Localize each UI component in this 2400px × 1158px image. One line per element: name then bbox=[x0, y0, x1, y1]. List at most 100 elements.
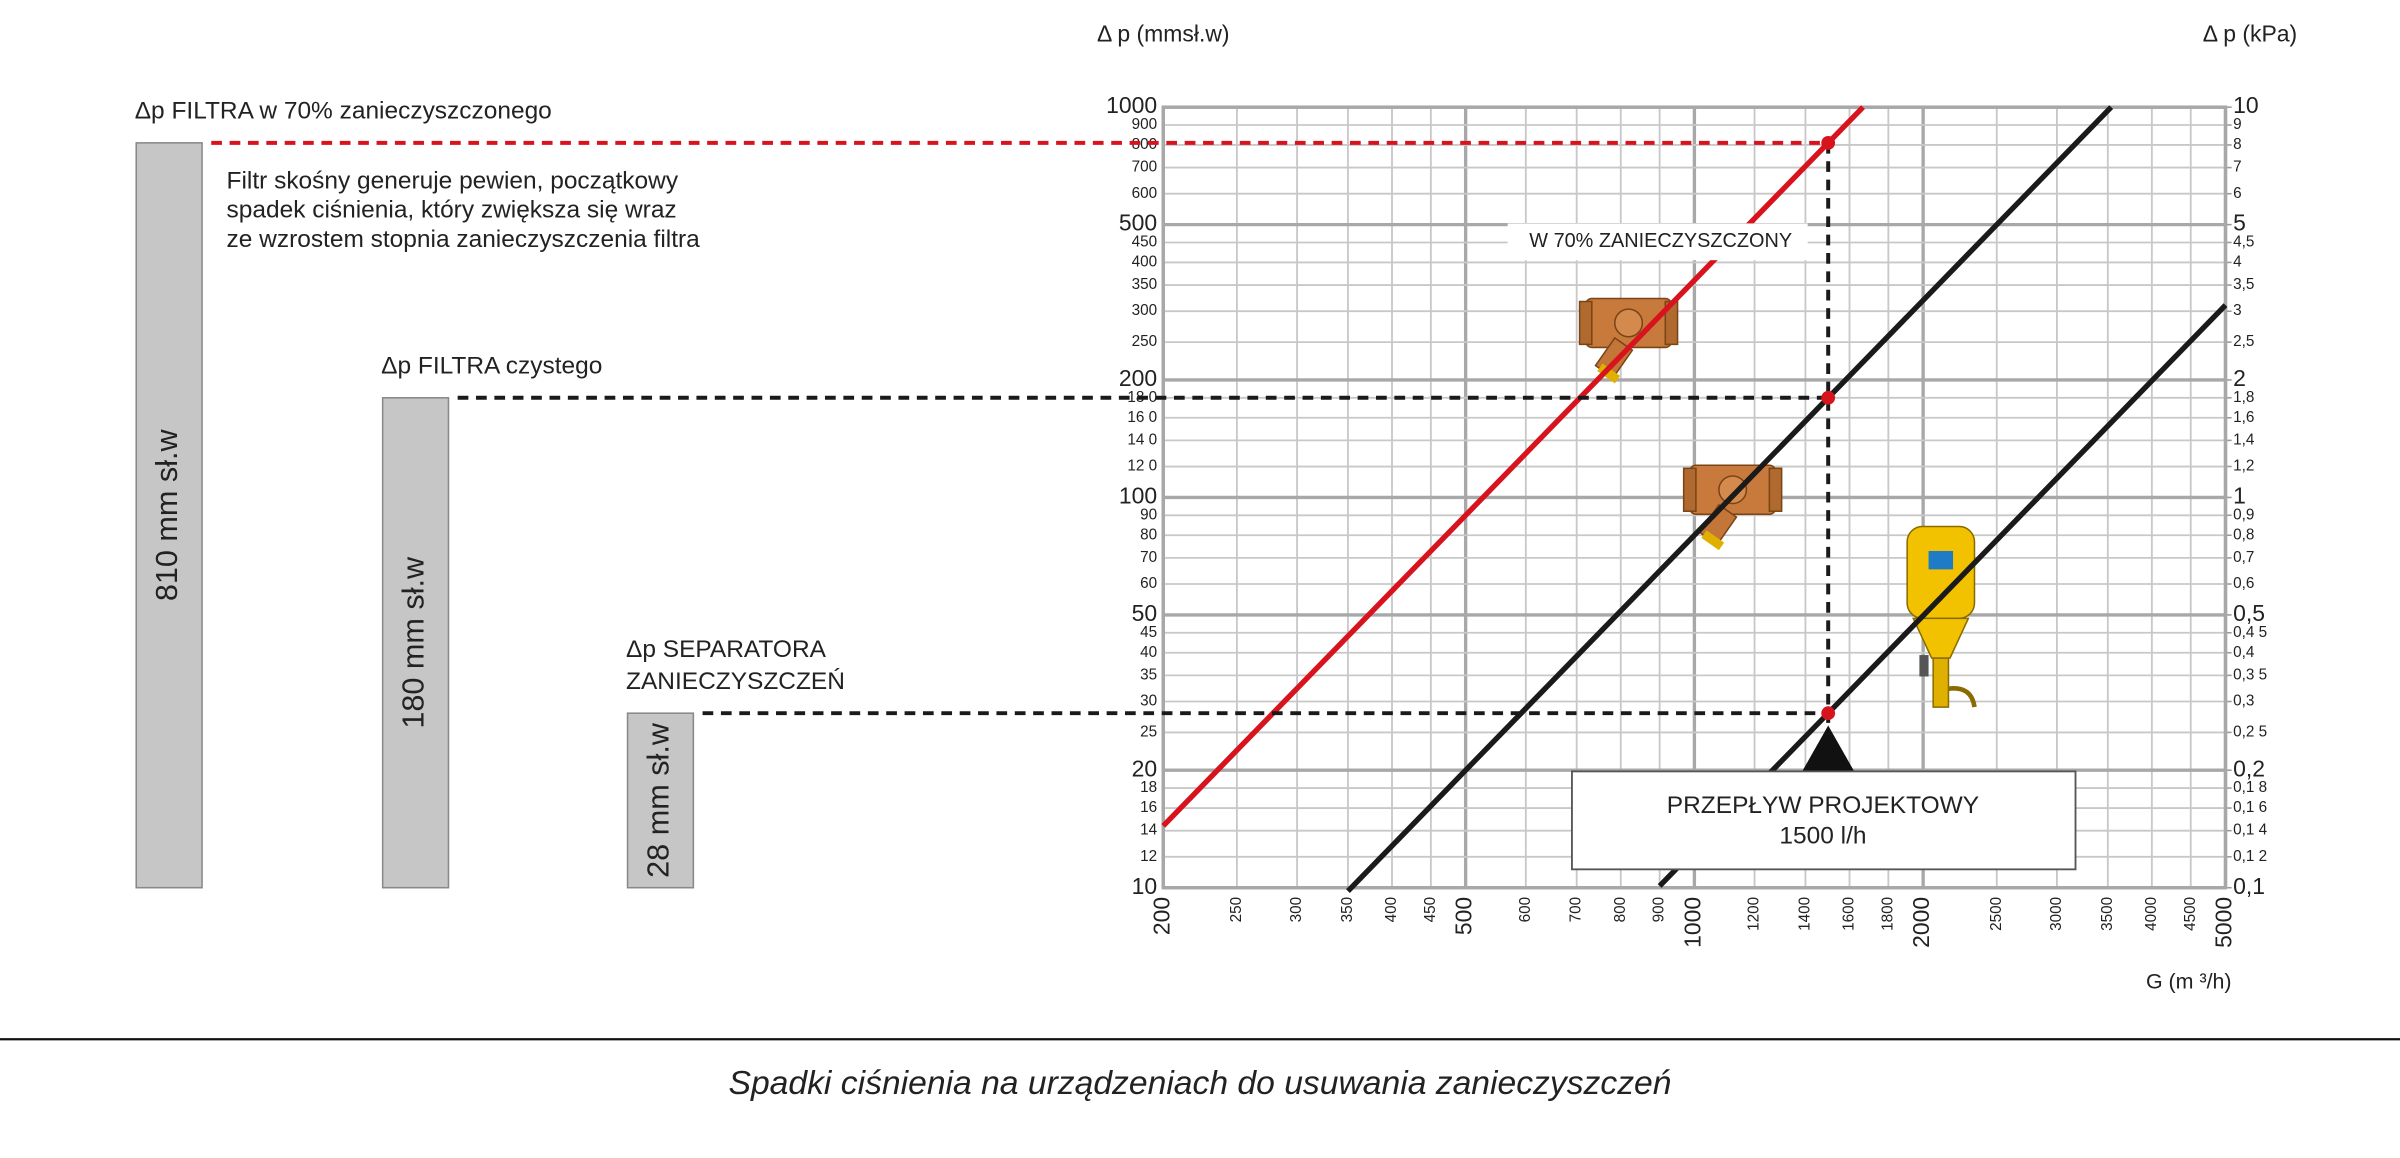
level-title: ZANIECZYSZCZEŃ bbox=[626, 668, 845, 695]
y-tick-label: 800 bbox=[1132, 136, 1158, 153]
x-tick-label: 2000 bbox=[1908, 897, 1934, 948]
operating-point bbox=[1821, 135, 1836, 150]
level-bar-label: 28 mm sł.w bbox=[642, 722, 676, 878]
level-bar bbox=[381, 397, 450, 889]
y2-tick-label: 1,4 bbox=[2233, 431, 2255, 448]
x-tick-label: 5000 bbox=[2211, 897, 2237, 948]
x-tick-label: 450 bbox=[1422, 897, 1439, 923]
operating-point bbox=[1821, 390, 1836, 405]
y2-tick-label: 1,6 bbox=[2233, 409, 2254, 426]
y-tick-label: 450 bbox=[1132, 234, 1158, 251]
y2-tick-label: 3,5 bbox=[2233, 276, 2254, 293]
curve-label-box bbox=[1507, 223, 1808, 261]
y2-tick-label: 6 bbox=[2233, 185, 2242, 202]
y-tick-label: 20 bbox=[1132, 755, 1158, 781]
note-line: Filtr skośny generuje pewien, początkowy bbox=[227, 168, 679, 195]
y2-tick-label: 0,1 bbox=[2233, 873, 2265, 899]
y2-tick-label: 2,5 bbox=[2233, 333, 2254, 350]
y-tick-label: 25 bbox=[1140, 723, 1157, 740]
x-axis-title: G (m ³/h) bbox=[2146, 969, 2232, 993]
x-tick-label: 1600 bbox=[1841, 897, 1858, 931]
y-tick-label: 18 bbox=[1140, 779, 1157, 796]
separator-hose bbox=[1948, 686, 1977, 708]
level-bar bbox=[135, 142, 203, 889]
y2-tick-label: 0,9 bbox=[2233, 506, 2254, 523]
y2-tick-label: 0,1 6 bbox=[2233, 799, 2267, 816]
separator-valve bbox=[1919, 655, 1929, 677]
y-tick-label: 14 bbox=[1140, 822, 1158, 839]
operating-point bbox=[1821, 706, 1836, 721]
curve-label: W 70% ZANIECZYSZCZONY bbox=[1529, 230, 1792, 252]
separator-icon bbox=[1906, 525, 1977, 708]
x-tick-label: 300 bbox=[1288, 897, 1305, 923]
x-tick-label: 500 bbox=[1451, 897, 1477, 935]
y-tick-label: 12 bbox=[1140, 848, 1157, 865]
y2-tick-label: 1,2 bbox=[2233, 458, 2254, 475]
plot-frame bbox=[1161, 105, 2228, 890]
y-tick-label: 700 bbox=[1132, 159, 1158, 176]
x-tick-label: 1200 bbox=[1746, 897, 1763, 931]
y2-tick-label: 0,6 bbox=[2233, 575, 2254, 592]
level-bar bbox=[626, 712, 695, 889]
x-tick-label: 1000 bbox=[1679, 897, 1705, 948]
y2-tick-label: 7 bbox=[2233, 159, 2242, 176]
x-tick-label: 1800 bbox=[1879, 897, 1896, 931]
y2-tick-label: 4,5 bbox=[2233, 234, 2254, 251]
separator-bottom bbox=[1912, 617, 1970, 659]
level-title: Δp FILTRA czystego bbox=[381, 353, 602, 380]
x-tick-label: 1400 bbox=[1796, 897, 1813, 931]
y2-tick-label: 0,4 bbox=[2233, 644, 2255, 661]
note-line: spadek ciśnienia, który zwiększa się wra… bbox=[227, 197, 677, 224]
y2-tick-label: 0,2 bbox=[2233, 755, 2265, 781]
y2-tick-label: 0,7 bbox=[2233, 549, 2254, 566]
y2-tick-label: 0,5 bbox=[2233, 600, 2265, 626]
level-bar-label: 810 mm sł.w bbox=[150, 428, 184, 601]
separator-drain bbox=[1932, 657, 1950, 708]
x-tick-label: 3500 bbox=[2099, 897, 2116, 931]
y2-tick-label: 0,1 8 bbox=[2233, 779, 2267, 796]
y2-tick-label: 0,3 bbox=[2233, 693, 2254, 710]
y2-tick-label: 1 bbox=[2233, 482, 2246, 508]
x-tick-label: 4000 bbox=[2143, 897, 2160, 931]
y-tick-label: 16 bbox=[1140, 799, 1157, 816]
y-tick-label: 80 bbox=[1140, 526, 1157, 543]
level-title: Δp SEPARATORA bbox=[626, 636, 827, 663]
y2-tick-label: 0,2 5 bbox=[2233, 723, 2267, 740]
flow-arrow bbox=[1802, 725, 1855, 772]
level-title: Δp FILTRA w 70% zanieczyszczonego bbox=[135, 98, 552, 125]
y2-tick-label: 4 bbox=[2233, 253, 2242, 270]
y2-tick-label: 5 bbox=[2233, 210, 2246, 236]
x-tick-label: 3000 bbox=[2048, 897, 2065, 931]
level-bar-label: 180 mm sł.w bbox=[397, 556, 431, 729]
x-tick-label: 800 bbox=[1612, 897, 1629, 923]
x-tick-label: 200 bbox=[1148, 897, 1174, 935]
y-tick-label: 250 bbox=[1132, 333, 1158, 350]
y2-tick-label: 1,8 bbox=[2233, 389, 2254, 406]
y2-tick-label: 0,1 4 bbox=[2233, 822, 2268, 839]
y2-tick-label: 0,1 2 bbox=[2233, 848, 2267, 865]
y-tick-label: 350 bbox=[1132, 276, 1158, 293]
y-tick-label: 10 bbox=[1132, 873, 1158, 899]
x-tick-label: 250 bbox=[1228, 897, 1245, 923]
y-tick-label: 400 bbox=[1132, 253, 1158, 270]
y-tick-label: 14 0 bbox=[1127, 431, 1157, 448]
y-axis-title: Δ p (mmsł.w) bbox=[1097, 20, 1230, 46]
y-tick-label: 12 0 bbox=[1127, 458, 1157, 475]
note-line: ze wzrostem stopnia zanieczyszczenia fil… bbox=[227, 226, 701, 253]
y2-tick-label: 0,3 5 bbox=[2233, 666, 2267, 683]
y2-axis-title: Δ p (kPa) bbox=[2203, 20, 2297, 46]
caption: Spadki ciśnienia na urządzeniach do usuw… bbox=[729, 1065, 1672, 1102]
y-tick-label: 1000 bbox=[1106, 92, 1157, 118]
x-tick-label: 350 bbox=[1339, 897, 1356, 923]
y-tick-label: 100 bbox=[1119, 482, 1157, 508]
y2-tick-label: 0,4 5 bbox=[2233, 624, 2267, 641]
x-tick-label: 400 bbox=[1383, 897, 1400, 923]
y2-tick-label: 2 bbox=[2233, 365, 2246, 391]
separator-label bbox=[1928, 550, 1954, 570]
flow-title: PRZEPŁYW PROJEKTOWY bbox=[1667, 792, 1979, 819]
y-tick-label: 45 bbox=[1140, 624, 1157, 641]
y-tick-label: 90 bbox=[1140, 506, 1157, 523]
x-tick-label: 900 bbox=[1651, 897, 1668, 923]
